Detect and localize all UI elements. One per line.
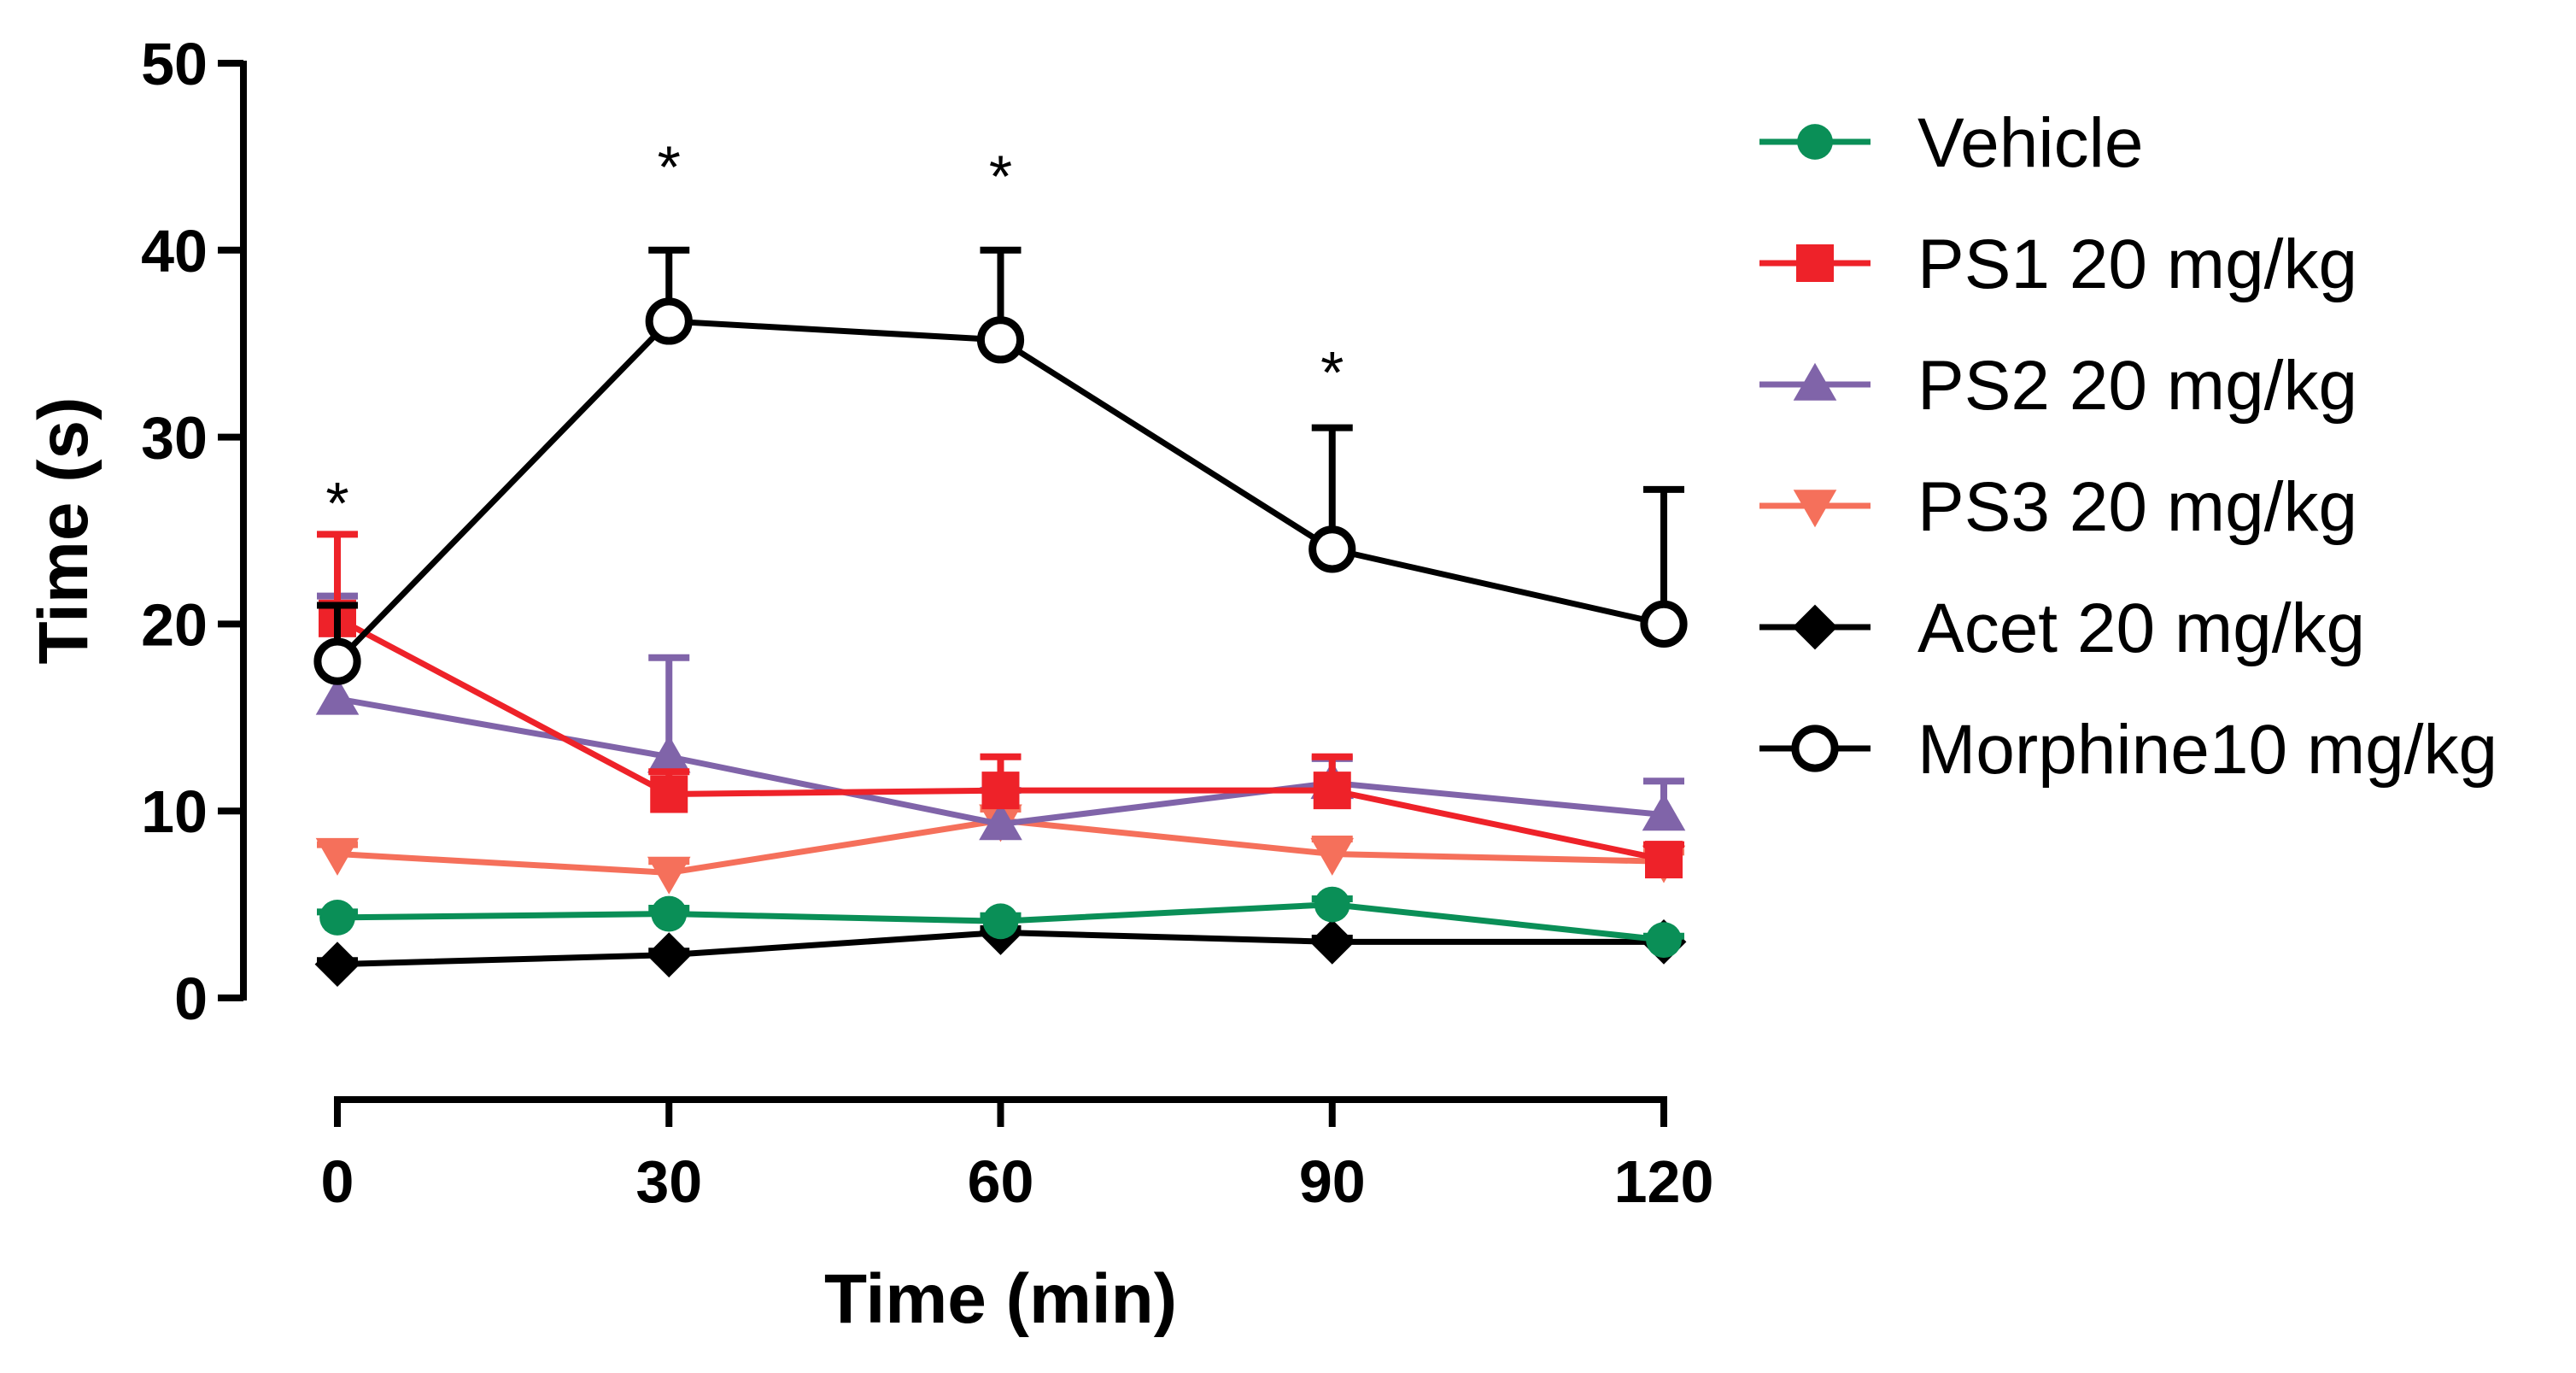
data-point (1646, 922, 1682, 959)
y-tick-label: 10 (141, 778, 208, 845)
data-point (651, 895, 688, 932)
legend-label: Vehicle (1917, 104, 2143, 182)
data-point (650, 775, 688, 813)
y-tick-label: 20 (141, 591, 208, 658)
data-point (979, 802, 1022, 841)
significance-marker: * (1320, 339, 1344, 406)
data-point (1314, 886, 1350, 923)
data-point (1640, 600, 1688, 648)
y-tick-label: 30 (141, 405, 208, 472)
data-point (647, 735, 691, 773)
legend-label: Acet 20 mg/kg (1917, 590, 2365, 667)
data-point (315, 677, 360, 715)
legend-item: PS1 20 mg/kg (1759, 226, 2357, 303)
x-tick-label: 60 (968, 1148, 1034, 1215)
significance-marker: * (658, 133, 681, 200)
legend-swatch-marker (1792, 604, 1838, 650)
legend-item: PS3 20 mg/kg (1759, 468, 2357, 546)
data-point (1308, 525, 1356, 573)
y-tick-label: 40 (141, 218, 208, 285)
legend-swatch-marker (1791, 725, 1839, 772)
data-point (313, 637, 361, 685)
x-axis-title: Time (min) (824, 1260, 1177, 1338)
legend-swatch-marker (1797, 124, 1833, 160)
data-point (646, 932, 692, 978)
legend-label: PS2 20 mg/kg (1917, 347, 2357, 425)
data-point (1645, 841, 1683, 879)
data-point (1309, 918, 1355, 965)
data-point (645, 297, 693, 345)
x-tick-label: 120 (1614, 1148, 1714, 1215)
data-point (1310, 837, 1355, 876)
x-tick-label: 0 (321, 1148, 354, 1215)
legend-label: PS3 20 mg/kg (1917, 468, 2357, 546)
data-point (319, 900, 355, 936)
series-layer (313, 246, 1688, 988)
y-tick-label: 0 (174, 965, 208, 1032)
legend-swatch-marker (1796, 244, 1834, 282)
legend-item: Morphine10 mg/kg (1759, 711, 2497, 789)
legend-label: Morphine10 mg/kg (1917, 711, 2497, 789)
legend-item: Vehicle (1759, 104, 2143, 182)
x-tick-label: 30 (635, 1148, 702, 1215)
data-point (1313, 772, 1351, 810)
series-line-morphine10-mg-kg (335, 318, 1665, 664)
legend-label: PS1 20 mg/kg (1917, 226, 2357, 303)
x-tick-label: 90 (1299, 1148, 1366, 1215)
legend: Vehicle PS1 20 mg/kg PS2 20 mg/kg PS3 20 mg… (1759, 104, 2497, 789)
axes-layer: 0 10 20 30 40 50 0 30 60 90 120 Time (min) Time (s) (25, 31, 1713, 1338)
data-point (315, 837, 360, 876)
legend-item: PS2 20 mg/kg (1759, 347, 2357, 425)
legend-swatch-marker (1793, 362, 1837, 401)
y-axis-title: Time (s) (25, 397, 102, 665)
series-vehicle (317, 886, 1684, 959)
data-point (1642, 793, 1686, 831)
data-point (982, 903, 1019, 940)
annotation-layer: * * * * (325, 133, 1344, 537)
data-point (647, 856, 691, 895)
significance-marker: * (989, 143, 1012, 209)
legend-swatch-marker (1793, 490, 1837, 528)
significance-marker: * (325, 470, 348, 537)
data-point (976, 316, 1025, 364)
y-tick-label: 50 (141, 31, 208, 97)
data-point (981, 772, 1020, 810)
legend-item: Acet 20 mg/kg (1759, 590, 2365, 667)
series-morphine10-mg-kg (313, 246, 1688, 685)
data-point (314, 942, 360, 988)
